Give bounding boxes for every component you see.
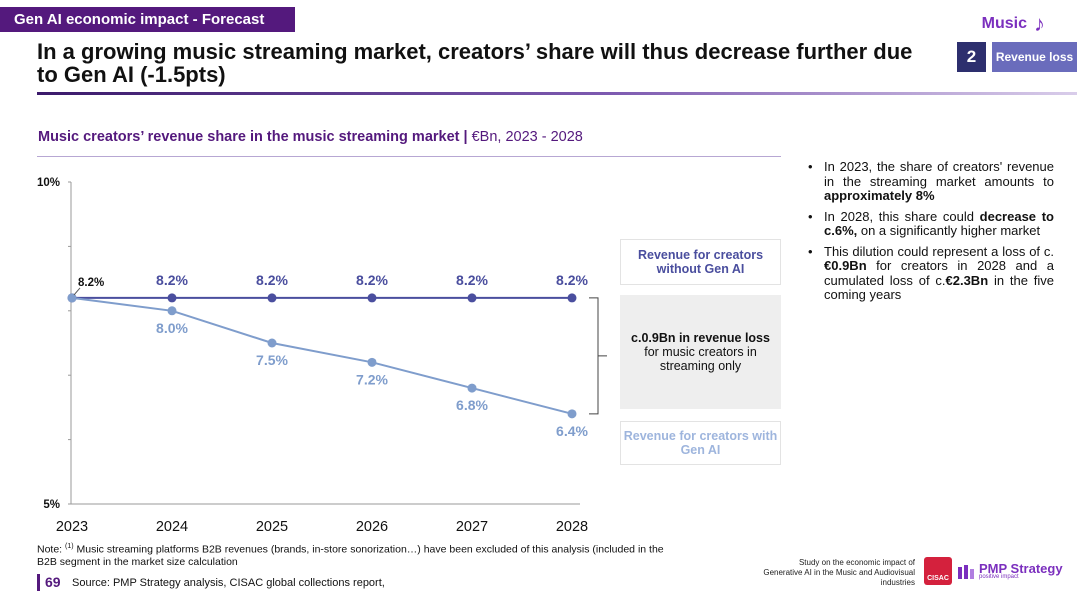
data-label: 8.2%	[456, 272, 488, 288]
chart-title-separator: |	[459, 129, 472, 145]
x-tick-label: 2024	[156, 519, 188, 535]
x-tick-label: 2025	[256, 519, 288, 535]
cisac-logo: CISAC	[924, 557, 952, 585]
data-point	[567, 409, 577, 419]
data-point	[367, 293, 377, 303]
music-note-icon: ♪	[1034, 11, 1045, 36]
chart-title-divider	[37, 156, 781, 157]
source-line: Source: PMP Strategy analysis, CISAC glo…	[72, 577, 385, 589]
data-label: 7.2%	[356, 371, 388, 387]
data-label: 8.2%	[256, 272, 288, 288]
y-tick-label: 10%	[37, 177, 60, 189]
x-tick-label: 2023	[56, 519, 88, 535]
y-tick-label: 5%	[43, 499, 60, 511]
revenue-loss-callout: c.0.9Bn in revenue loss for music creator…	[620, 295, 781, 409]
bullet-item: In 2028, this share could decrease to c.…	[808, 209, 1054, 239]
gap-bracket	[589, 297, 607, 415]
data-label: 8.0%	[156, 320, 188, 336]
title-divider	[37, 92, 1077, 95]
chart-title: Music creators’ revenue share in the mus…	[38, 129, 583, 145]
data-point	[167, 293, 177, 303]
data-point	[267, 293, 277, 303]
page-number-bar	[37, 574, 40, 591]
loss-description: for music creators in streaming only	[644, 345, 757, 373]
data-label: 8.2%	[556, 272, 588, 288]
data-point	[467, 293, 477, 303]
legend-without-gen-ai: Revenue for creators without Gen AI	[620, 239, 781, 285]
chart-title-unit: €Bn, 2023 - 2028	[471, 129, 583, 145]
data-label: 6.8%	[456, 397, 488, 413]
pmp-logo-text: PMP Strategy	[979, 561, 1063, 576]
data-point	[67, 293, 77, 303]
x-tick-label: 2026	[356, 519, 388, 535]
section-tag: Gen AI economic impact - Forecast	[0, 7, 295, 32]
data-label: 7.5%	[256, 352, 288, 368]
footnote: Note: (1) Music streaming platforms B2B …	[37, 543, 664, 568]
data-label: 8.2%	[356, 272, 388, 288]
series-line-with-gen-ai	[71, 296, 573, 415]
data-point	[567, 293, 577, 303]
x-tick-label: 2028	[556, 519, 588, 535]
category-label: Music	[981, 15, 1027, 32]
pmp-tagline: positive impact	[979, 574, 1019, 580]
data-point	[367, 357, 377, 367]
pmp-logo-icon	[958, 565, 974, 579]
data-label: 6.4%	[556, 423, 588, 439]
bullet-item: In 2023, the share of creators' revenue …	[808, 159, 1054, 204]
x-tick-label: 2027	[456, 519, 488, 535]
data-label: 8.2%	[78, 277, 104, 289]
study-caption: Study on the economic impact of Generati…	[763, 558, 915, 587]
chart-title-main: Music creators’ revenue share in the mus…	[38, 129, 460, 145]
chapter-number-badge: 2	[957, 42, 986, 72]
data-point	[467, 383, 477, 393]
data-point	[167, 306, 177, 316]
data-point	[267, 338, 277, 348]
data-label: 8.2%	[156, 272, 188, 288]
chapter-label-badge: Revenue loss	[992, 42, 1077, 72]
key-findings: In 2023, the share of creators' revenue …	[808, 159, 1054, 309]
data-label-leader	[73, 287, 81, 296]
bullet-item: This dilution could represent a loss of …	[808, 244, 1054, 303]
legend-with-gen-ai: Revenue for creators with Gen AI	[620, 421, 781, 465]
loss-amount: c.0.9Bn in revenue loss	[631, 331, 770, 345]
page-number: 69	[45, 574, 61, 590]
page-title: In a growing music streaming market, cre…	[37, 39, 913, 87]
